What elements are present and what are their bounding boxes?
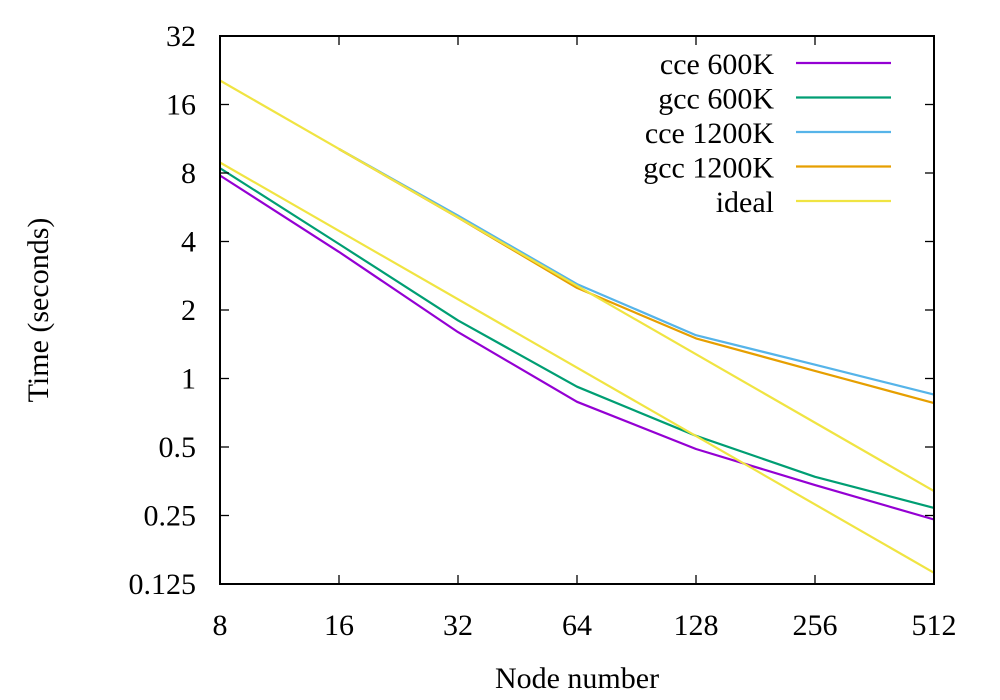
- y-tick-label: 32: [166, 20, 196, 53]
- series-line-cce-600k: [219, 174, 935, 521]
- plot-frame: [219, 35, 935, 585]
- x-tick-label: 64: [562, 609, 592, 642]
- legend-label: ideal: [716, 186, 774, 219]
- legend-label: gcc 600K: [658, 83, 774, 116]
- series-line-ideal: [219, 79, 935, 493]
- y-tick-label: 0.5: [159, 431, 197, 464]
- legend-label: gcc 1200K: [643, 152, 774, 185]
- y-tick-label: 4: [181, 226, 196, 259]
- legend-label: cce 1200K: [645, 117, 774, 150]
- legend-label: cce 600K: [660, 48, 774, 81]
- series-line-cce-1200k: [338, 148, 935, 396]
- x-tick-label: 16: [324, 609, 354, 642]
- y-tick-label: 0.125: [129, 568, 197, 601]
- series-line-ideal-2: [219, 161, 935, 574]
- x-tick-label: 512: [912, 609, 957, 642]
- y-tick-label: 16: [166, 89, 196, 122]
- x-axis-title: Node number: [495, 662, 659, 695]
- plot-lines: [219, 79, 935, 574]
- series-line-gcc-1200k: [338, 148, 935, 405]
- x-axis: 8 16 32 64 128 256 512: [213, 36, 957, 642]
- x-tick-label: 128: [674, 609, 719, 642]
- y-tick-label: 8: [181, 157, 196, 190]
- x-tick-label: 256: [793, 609, 838, 642]
- x-tick-label: 32: [443, 609, 473, 642]
- y-axis: 0.125 0.25 0.5 1 2 4 8 16 32: [129, 20, 934, 601]
- y-tick-label: 2: [181, 294, 196, 327]
- series-line-gcc-600k: [219, 167, 935, 509]
- y-tick-label: 0.25: [144, 500, 197, 533]
- y-tick-label: 1: [181, 363, 196, 396]
- y-axis-title: Time (seconds): [22, 218, 55, 403]
- x-tick-label: 8: [213, 609, 228, 642]
